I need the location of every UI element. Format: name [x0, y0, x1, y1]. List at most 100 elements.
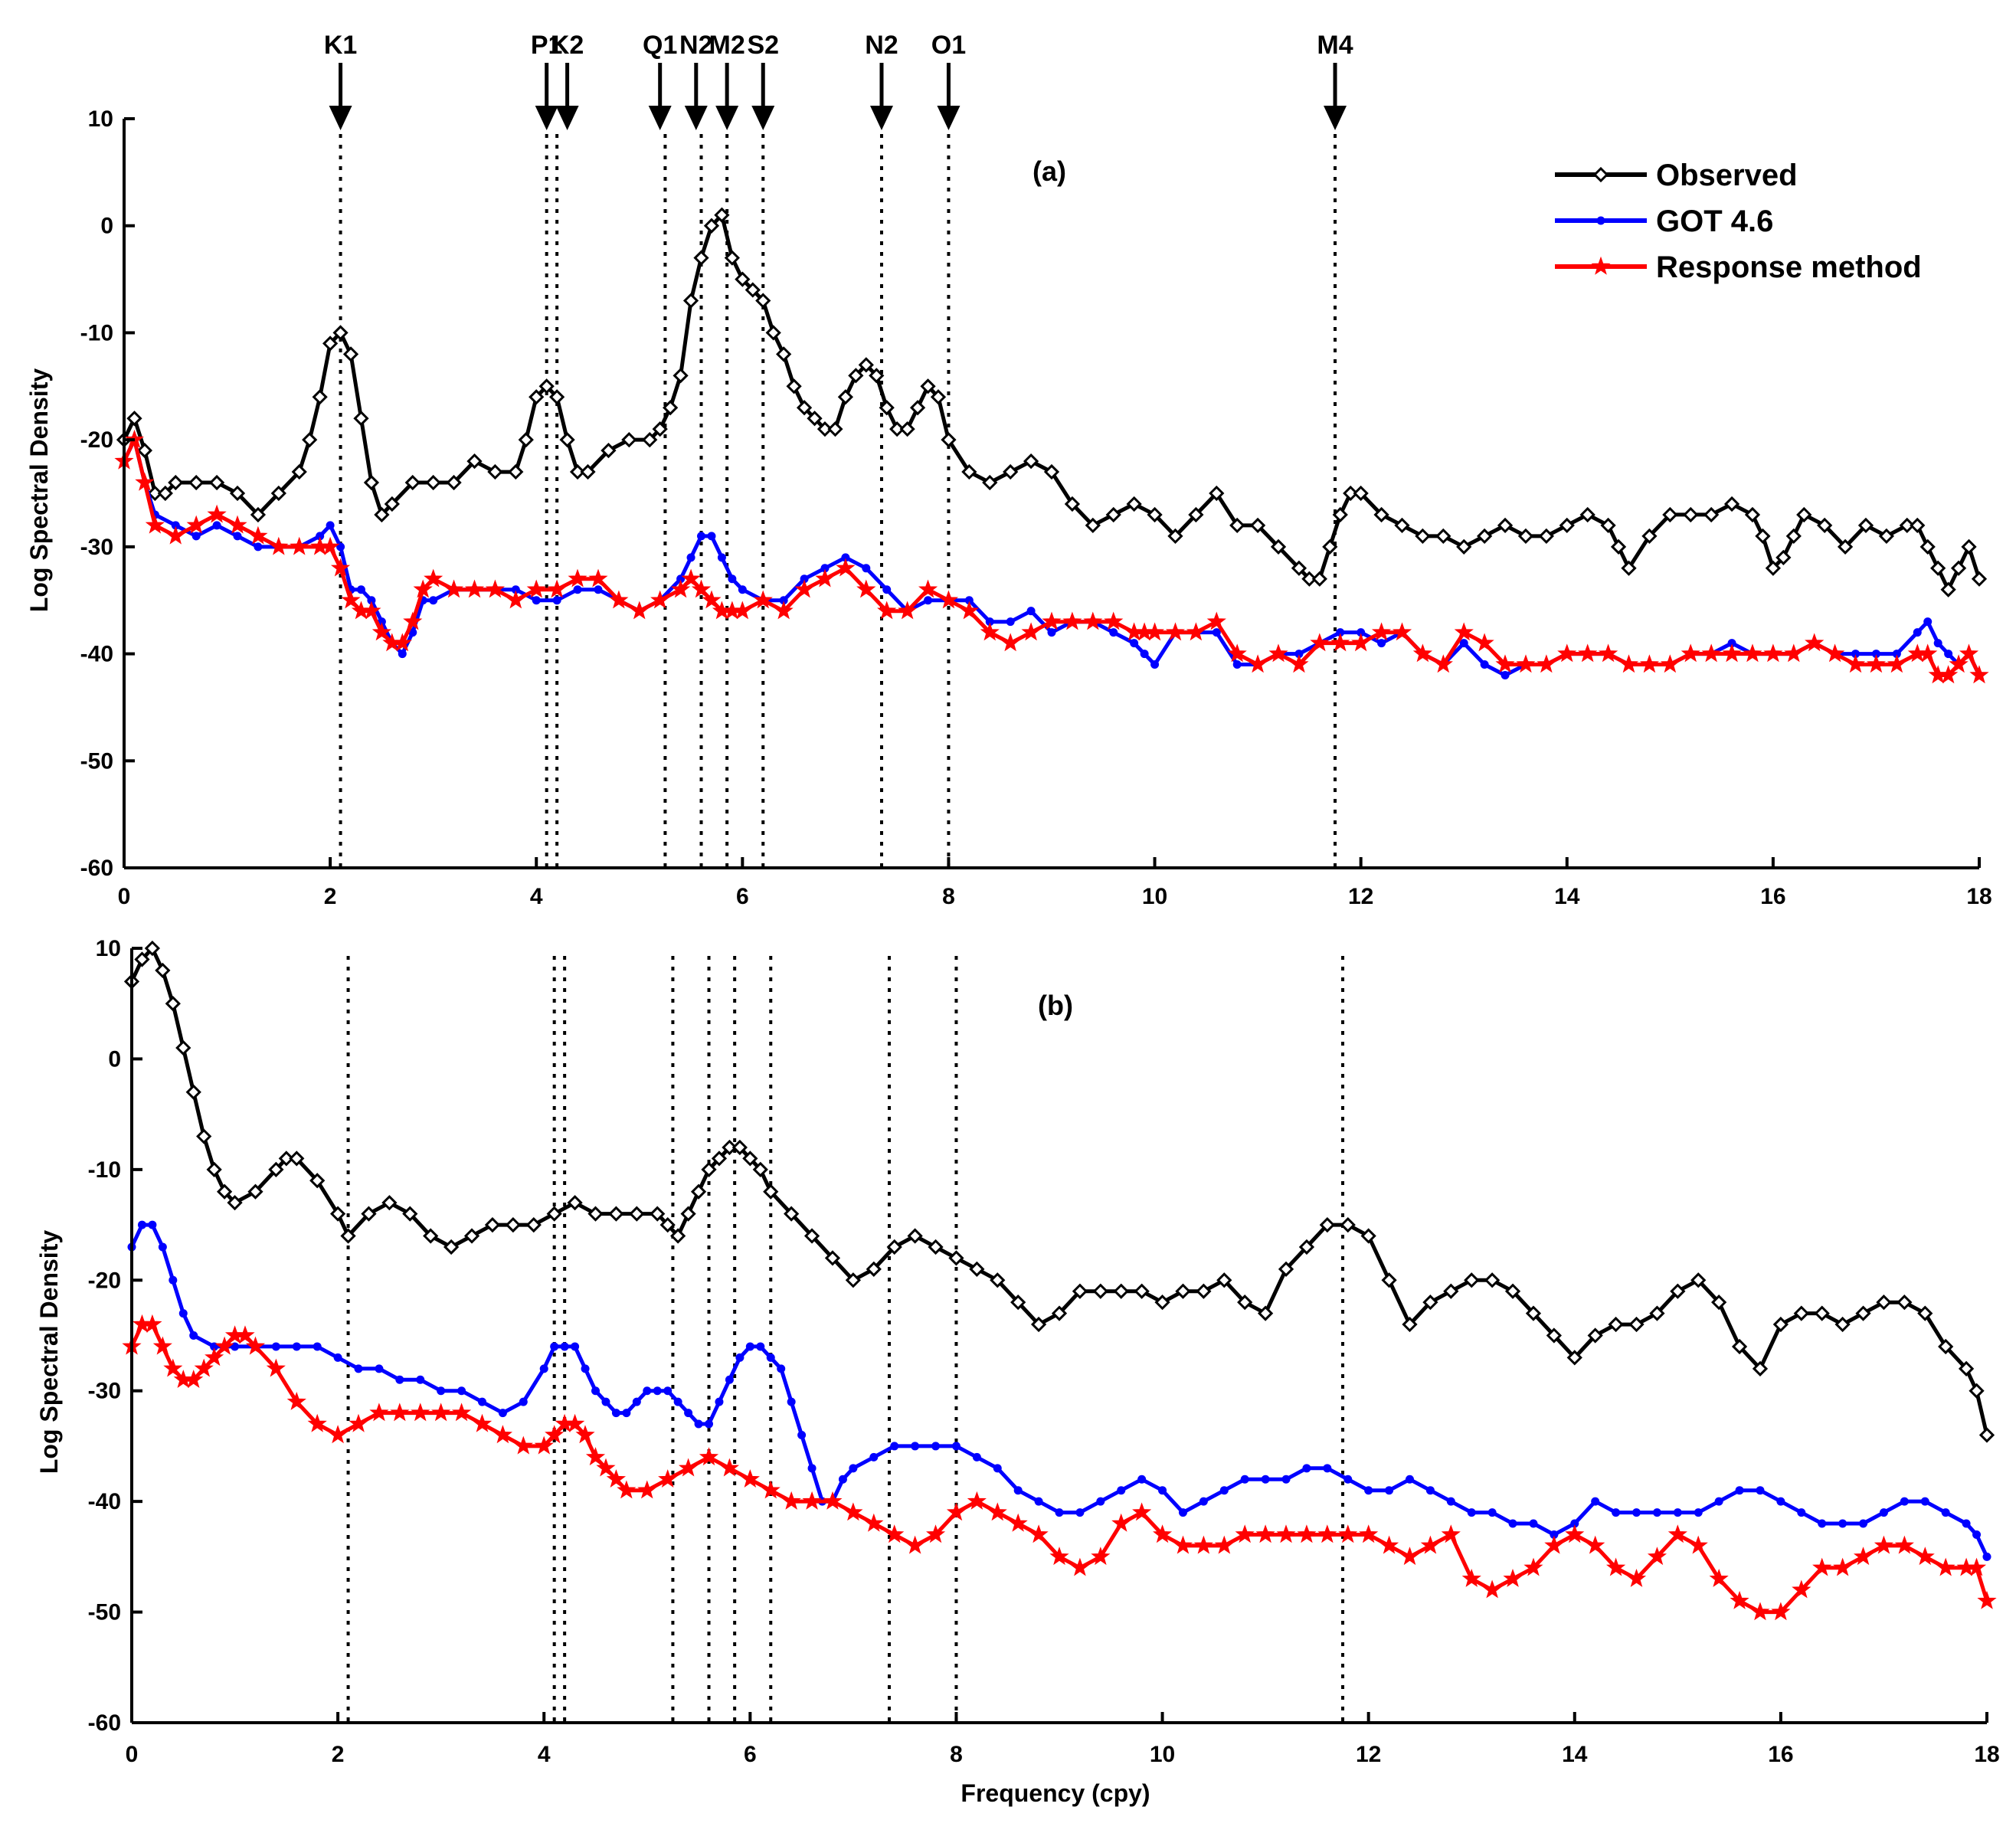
data-point [1219, 1486, 1229, 1495]
data-point [928, 1239, 944, 1255]
data-point [740, 1469, 760, 1488]
data-point [1443, 1283, 1459, 1299]
data-point [268, 1161, 284, 1177]
data-point [711, 1151, 728, 1167]
data-point [1126, 496, 1142, 512]
data-point [144, 940, 161, 957]
series-observed [116, 207, 1988, 597]
data-point [1570, 1519, 1579, 1528]
data-point [969, 1261, 985, 1277]
data-point [1167, 528, 1183, 545]
panel-a-label: (a) [1033, 155, 1066, 187]
data-point [697, 532, 706, 541]
data-point [856, 579, 876, 598]
data-point [985, 617, 994, 627]
data-point [375, 1364, 384, 1373]
data-point [340, 1228, 356, 1244]
panel-b-xlabel: Frequency (cpy) [961, 1779, 1150, 1807]
data-point [776, 346, 792, 362]
data-point [1591, 1497, 1600, 1506]
data-point [673, 1397, 682, 1406]
data-point [342, 346, 359, 362]
data-point [205, 1347, 224, 1367]
data-point [755, 293, 771, 309]
data-point [1723, 496, 1740, 512]
constituent-marker: K1 [324, 31, 357, 130]
data-point [781, 1491, 801, 1510]
data-point [1330, 633, 1350, 652]
panel-a: 100-10-20-30-40-50-600 2 4 6 8 10 12 14 16 18 K1 P… [25, 31, 1992, 909]
data-point [1338, 1524, 1358, 1543]
x-tick-label: 8 [950, 1742, 963, 1767]
data-point [1971, 571, 1988, 587]
data-point [694, 1419, 703, 1429]
data-point [532, 596, 541, 605]
data-point [1711, 1295, 1727, 1311]
legend-marker [1591, 256, 1611, 275]
data-point [1480, 660, 1489, 669]
data-point [650, 1206, 666, 1222]
y-tick-label: -60 [80, 856, 113, 881]
data-point [194, 1358, 214, 1377]
data-point [691, 579, 712, 598]
data-point [585, 1447, 606, 1466]
data-point [1508, 1519, 1517, 1528]
data-point [353, 411, 369, 427]
data-point [1042, 611, 1062, 630]
data-point [216, 1183, 233, 1200]
data-point [1959, 643, 1979, 663]
data-point [1175, 1283, 1191, 1299]
data-point [1817, 517, 1833, 534]
data-point [402, 1206, 418, 1222]
data-point [1459, 639, 1468, 648]
constituent-label: M2 [709, 31, 745, 60]
data-point [286, 1392, 306, 1410]
data-point [545, 1425, 565, 1444]
data-point [1371, 622, 1392, 641]
data-point [571, 1342, 580, 1351]
data-point [1972, 1530, 1982, 1539]
data-point [1351, 633, 1371, 652]
data-point [948, 1250, 964, 1266]
data-point [1091, 1547, 1111, 1566]
data-point [1958, 1360, 1975, 1376]
legend-label: GOT 4.6 [1656, 205, 1773, 238]
data-point [1130, 639, 1139, 648]
panel-b-ylabel: Log Spectral Density [35, 1230, 63, 1475]
data-point [235, 1325, 255, 1344]
data-point [158, 1242, 167, 1252]
legend-marker [1592, 166, 1609, 183]
data-point [547, 579, 567, 598]
constituent-marker: M4 [1317, 31, 1353, 130]
data-point [735, 271, 751, 287]
arrow-head [1324, 106, 1347, 130]
data-point [879, 400, 895, 416]
data-point [1113, 1283, 1129, 1299]
data-point [1323, 1464, 1332, 1473]
data-point [724, 250, 740, 266]
data-point [909, 400, 926, 416]
y-tick-label: 0 [108, 1046, 121, 1072]
legend-label: Response method [1656, 250, 1922, 284]
data-point [594, 585, 603, 594]
data-point [1477, 528, 1493, 545]
data-point [1353, 485, 1369, 502]
data-point [519, 1397, 528, 1406]
legend-item: Observed [1555, 159, 1798, 192]
arrow-head [684, 106, 708, 130]
data-point [227, 515, 247, 534]
data-point [990, 1272, 1006, 1288]
data-point [1966, 1557, 1987, 1576]
data-point [443, 579, 464, 598]
data-point [1838, 1519, 1847, 1528]
data-point [464, 579, 485, 598]
data-point [650, 590, 670, 609]
data-point [1261, 1475, 1270, 1484]
data-point [784, 1206, 800, 1222]
data-point [920, 378, 936, 394]
data-point [248, 525, 268, 545]
data-point [1008, 1513, 1028, 1532]
data-point [869, 1452, 879, 1461]
data-point [1336, 628, 1345, 637]
data-point [313, 1342, 322, 1351]
